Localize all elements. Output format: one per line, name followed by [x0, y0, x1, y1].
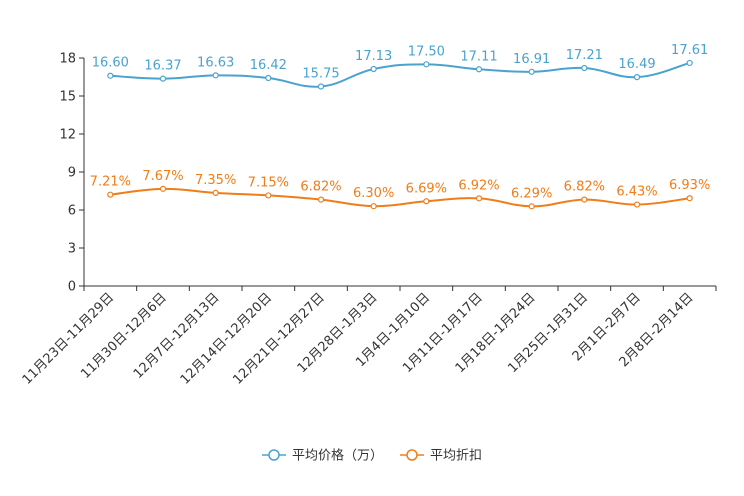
legend-item-1[interactable]: 平均价格（万） [262, 448, 383, 464]
data-point[interactable] [475, 195, 483, 202]
data-label: 17.13 [355, 49, 392, 64]
data-point[interactable] [265, 192, 272, 199]
data-point[interactable] [528, 203, 535, 210]
series-2: 7.21% 7.67% 7.35% 7.15% 6.82% 6.30% 6.69% 6.92%… [90, 169, 710, 210]
legend-item-2[interactable]: 平均折扣 [400, 449, 482, 464]
data-point[interactable] [423, 198, 430, 205]
legend-marker-icon [268, 449, 280, 461]
data-label: 15.75 [302, 67, 339, 82]
legend-label: 平均价格（万） [292, 448, 383, 464]
data-label: 7.35% [195, 173, 236, 188]
data-label: 6.93% [669, 178, 710, 193]
data-point[interactable] [475, 66, 483, 73]
data-point[interactable] [212, 189, 219, 196]
data-point[interactable] [633, 74, 641, 81]
series-line [110, 187, 690, 208]
data-point[interactable] [686, 59, 693, 67]
data-label: 6.29% [511, 186, 552, 201]
data-point[interactable] [370, 65, 377, 73]
data-point[interactable] [581, 196, 588, 203]
data-label: 6.82% [564, 180, 605, 195]
x-tick-label: 12月14日-12月20日 [178, 290, 275, 387]
data-point[interactable] [212, 72, 219, 79]
data-label: 17.61 [671, 43, 708, 58]
data-label: 17.50 [408, 44, 445, 59]
series-1: 16.60 16.37 16.63 16.42 15.75 17.13 17.50 17.11… [92, 43, 708, 90]
y-tick-label: 15 [59, 90, 76, 105]
y-tick-label: 18 [59, 52, 76, 67]
series-line [110, 61, 690, 88]
data-label: 16.91 [513, 52, 550, 67]
data-label: 6.30% [353, 186, 394, 201]
data-label: 17.21 [566, 48, 603, 63]
data-point[interactable] [317, 196, 325, 203]
series-layer: 16.60 16.37 16.63 16.42 15.75 17.13 17.50 17.11… [90, 43, 710, 210]
data-point[interactable] [686, 195, 693, 202]
data-point[interactable] [581, 64, 588, 72]
data-point[interactable] [633, 201, 641, 208]
y-tick-label: 9 [68, 166, 76, 181]
data-point[interactable] [370, 203, 377, 210]
axes: 036912151811月23日-11月29日11月30日-12月6日12月7日… [20, 52, 717, 388]
y-tick-label: 6 [68, 204, 76, 219]
data-label: 17.11 [460, 49, 497, 64]
y-tick-label: 12 [59, 128, 76, 143]
legend-marker-icon [406, 449, 418, 461]
data-point[interactable] [159, 185, 167, 192]
x-tick-label: 12月21日-12月27日 [230, 290, 327, 387]
y-tick-label: 3 [68, 242, 76, 257]
data-label: 6.69% [406, 181, 447, 196]
x-tick-label: 11月23日-11月29日 [20, 290, 117, 387]
data-label: 16.42 [250, 58, 287, 73]
data-label: 6.82% [300, 180, 341, 195]
data-point[interactable] [107, 191, 114, 198]
data-label: 7.21% [90, 175, 131, 190]
legend[interactable]: 平均价格（万） 平均折扣 [262, 448, 482, 464]
data-label: 16.49 [618, 57, 655, 72]
data-point[interactable] [528, 68, 535, 75]
data-point[interactable] [265, 74, 272, 82]
data-label: 16.63 [197, 55, 234, 70]
legend-label: 平均折扣 [430, 449, 482, 464]
data-point[interactable] [107, 72, 114, 79]
y-tick-label: 0 [68, 280, 76, 295]
data-label: 16.37 [144, 59, 181, 74]
data-label: 16.60 [92, 56, 129, 71]
data-point[interactable] [159, 75, 167, 82]
data-label: 6.92% [458, 178, 499, 193]
data-point[interactable] [317, 83, 325, 90]
data-label: 7.67% [142, 169, 183, 184]
data-label: 6.43% [616, 185, 657, 200]
data-point[interactable] [423, 61, 430, 68]
data-label: 7.15% [248, 175, 289, 190]
